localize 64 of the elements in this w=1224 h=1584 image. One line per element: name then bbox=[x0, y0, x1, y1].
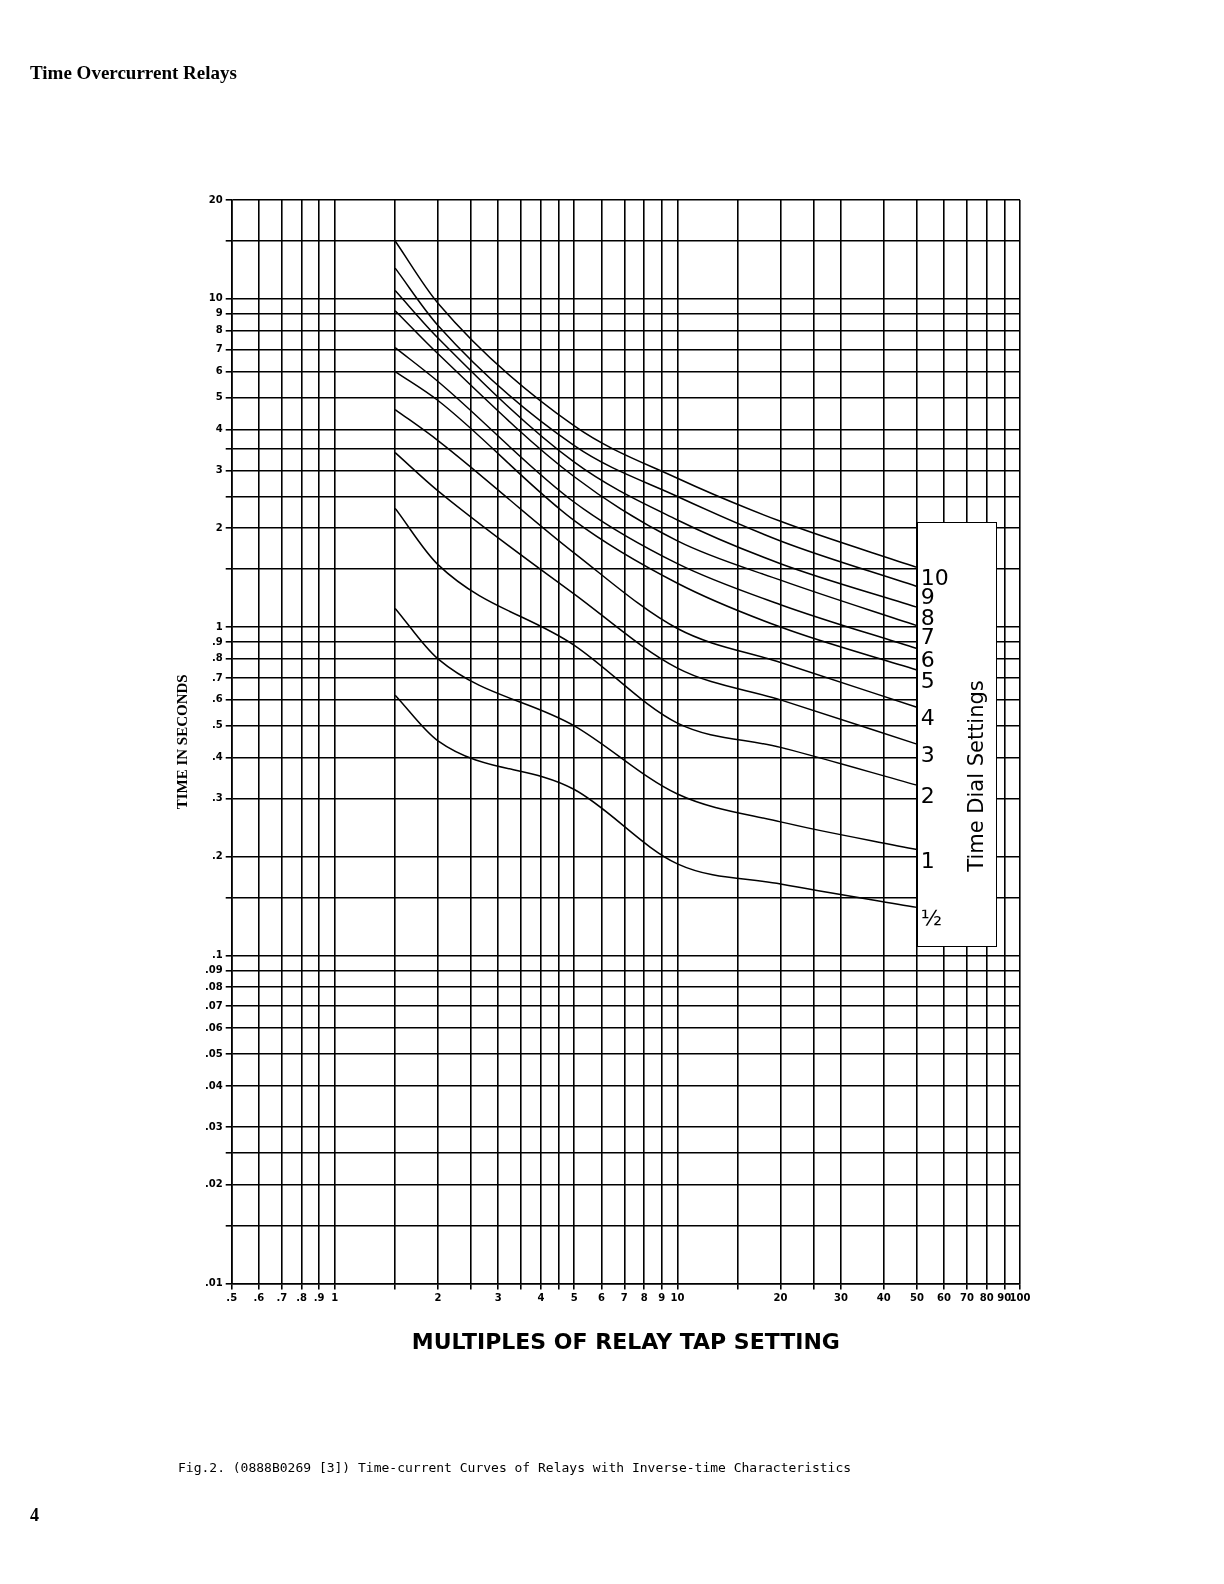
x-tick-label: 30 bbox=[833, 1292, 848, 1304]
y-tick-label: 3 bbox=[215, 464, 223, 476]
y-tick-label: .8 bbox=[211, 652, 223, 664]
y-tick-label: .3 bbox=[211, 792, 223, 804]
y-tick-label: .02 bbox=[205, 1178, 223, 1190]
x-tick-label: 3 bbox=[494, 1292, 502, 1304]
x-tick-label: 2 bbox=[434, 1292, 442, 1304]
x-tick-label: 1 bbox=[331, 1292, 339, 1304]
y-tick-label: .1 bbox=[211, 948, 223, 960]
x-tick-label: .8 bbox=[296, 1292, 308, 1304]
x-tick-label: 4 bbox=[537, 1292, 545, 1304]
series-label: 1 bbox=[920, 847, 935, 873]
y-tick-label: .08 bbox=[205, 980, 223, 992]
x-axis-title: MULTIPLES OF RELAY TAP SETTING bbox=[411, 1328, 840, 1354]
y-tick-label: .7 bbox=[211, 671, 223, 683]
y-tick-label: .05 bbox=[205, 1047, 223, 1059]
x-tick-label: .5 bbox=[226, 1292, 238, 1304]
series-label: 3 bbox=[920, 742, 935, 768]
x-tick-label: 50 bbox=[909, 1292, 924, 1304]
y-tick-label: .07 bbox=[205, 999, 223, 1011]
y-tick-label: .2 bbox=[211, 850, 223, 862]
y-tick-label: 7 bbox=[215, 343, 223, 355]
y-tick-label: 4 bbox=[215, 423, 223, 435]
x-tick-label: 80 bbox=[979, 1292, 994, 1304]
y-tick-label: .03 bbox=[205, 1120, 223, 1132]
caption: Fig.2. (0888B0269 [3]) Time-current Curves of Relays with Inverse-time Characteristics bbox=[178, 1460, 852, 1475]
x-tick-label: 60 bbox=[937, 1292, 951, 1304]
y-tick-label: .4 bbox=[211, 751, 223, 763]
chart-title: Time Overcurrent Relays bbox=[30, 62, 237, 84]
x-tick-label: 40 bbox=[876, 1292, 891, 1304]
y-tick-label: .5 bbox=[211, 719, 223, 731]
y-tick-label: 10 bbox=[208, 292, 223, 304]
series-label: ½ bbox=[920, 905, 943, 931]
x-tick-label: .9 bbox=[313, 1292, 325, 1304]
series-label: 4 bbox=[920, 705, 935, 731]
x-tick-label: 5 bbox=[570, 1292, 578, 1304]
x-tick-label: 10 bbox=[670, 1292, 685, 1304]
y-tick-label: .01 bbox=[205, 1277, 223, 1289]
y-tick-label: .04 bbox=[205, 1079, 223, 1091]
x-tick-label: 9 bbox=[658, 1292, 666, 1304]
x-tick-label: .7 bbox=[276, 1292, 288, 1304]
series-label: 2 bbox=[920, 783, 935, 809]
y-tick-label: 1 bbox=[215, 620, 223, 632]
x-tick-label: 6 bbox=[597, 1292, 605, 1304]
y-tick-label: .9 bbox=[211, 635, 223, 647]
y-tick-label: 6 bbox=[215, 365, 223, 377]
x-tick-label: 90 bbox=[997, 1292, 1012, 1304]
y-tick-label: 2 bbox=[215, 521, 223, 533]
legend-title: Time Dial Settings bbox=[963, 680, 988, 872]
x-tick-label: 20 bbox=[773, 1292, 788, 1304]
x-tick-label: 7 bbox=[620, 1292, 628, 1304]
y-tick-label: 20 bbox=[208, 193, 223, 205]
text: 4 bbox=[30, 1505, 39, 1526]
y-tick-label: .6 bbox=[211, 693, 223, 705]
y-tick-label: 8 bbox=[215, 324, 223, 336]
y-tick-label: .06 bbox=[205, 1021, 223, 1033]
x-tick-label: 100 bbox=[1009, 1292, 1031, 1304]
y-tick-label: 9 bbox=[215, 307, 223, 319]
y-tick-label: 5 bbox=[215, 391, 223, 403]
x-tick-label: 70 bbox=[959, 1292, 974, 1304]
y-tick-label: .09 bbox=[205, 963, 223, 975]
x-tick-label: .6 bbox=[253, 1292, 265, 1304]
x-tick-label: 8 bbox=[640, 1292, 648, 1304]
y-axis-title: TIME IN SECONDS bbox=[173, 674, 190, 810]
